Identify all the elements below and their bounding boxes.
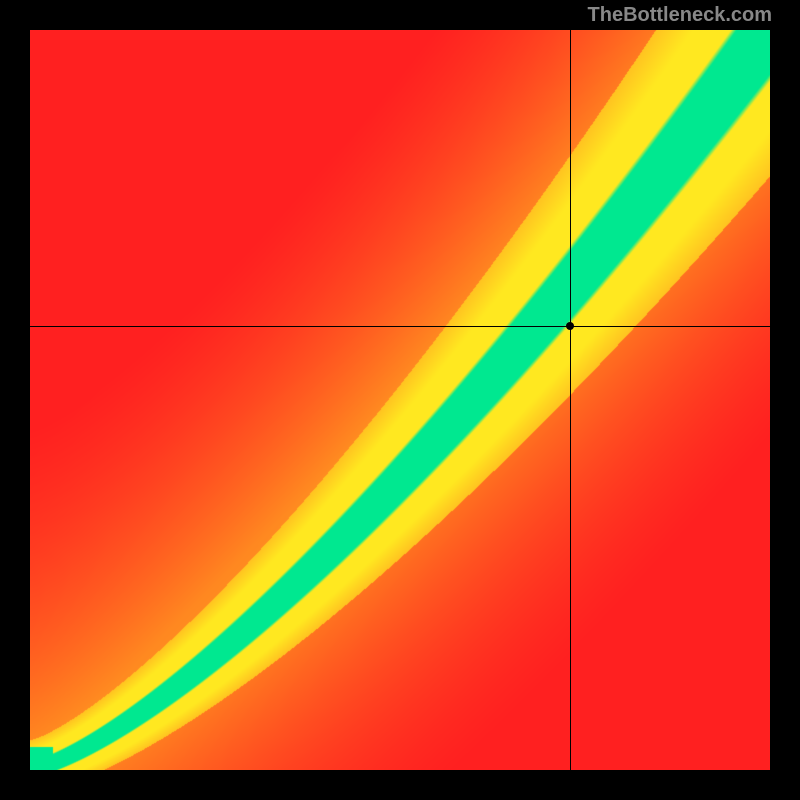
heatmap-canvas: [30, 30, 770, 770]
chart-container: TheBottleneck.com: [0, 0, 800, 800]
crosshair-marker-dot: [566, 322, 574, 330]
watermark-text: TheBottleneck.com: [588, 4, 772, 27]
crosshair-horizontal-line: [30, 326, 770, 327]
heatmap-chart: [30, 30, 770, 770]
crosshair-vertical-line: [570, 30, 571, 770]
